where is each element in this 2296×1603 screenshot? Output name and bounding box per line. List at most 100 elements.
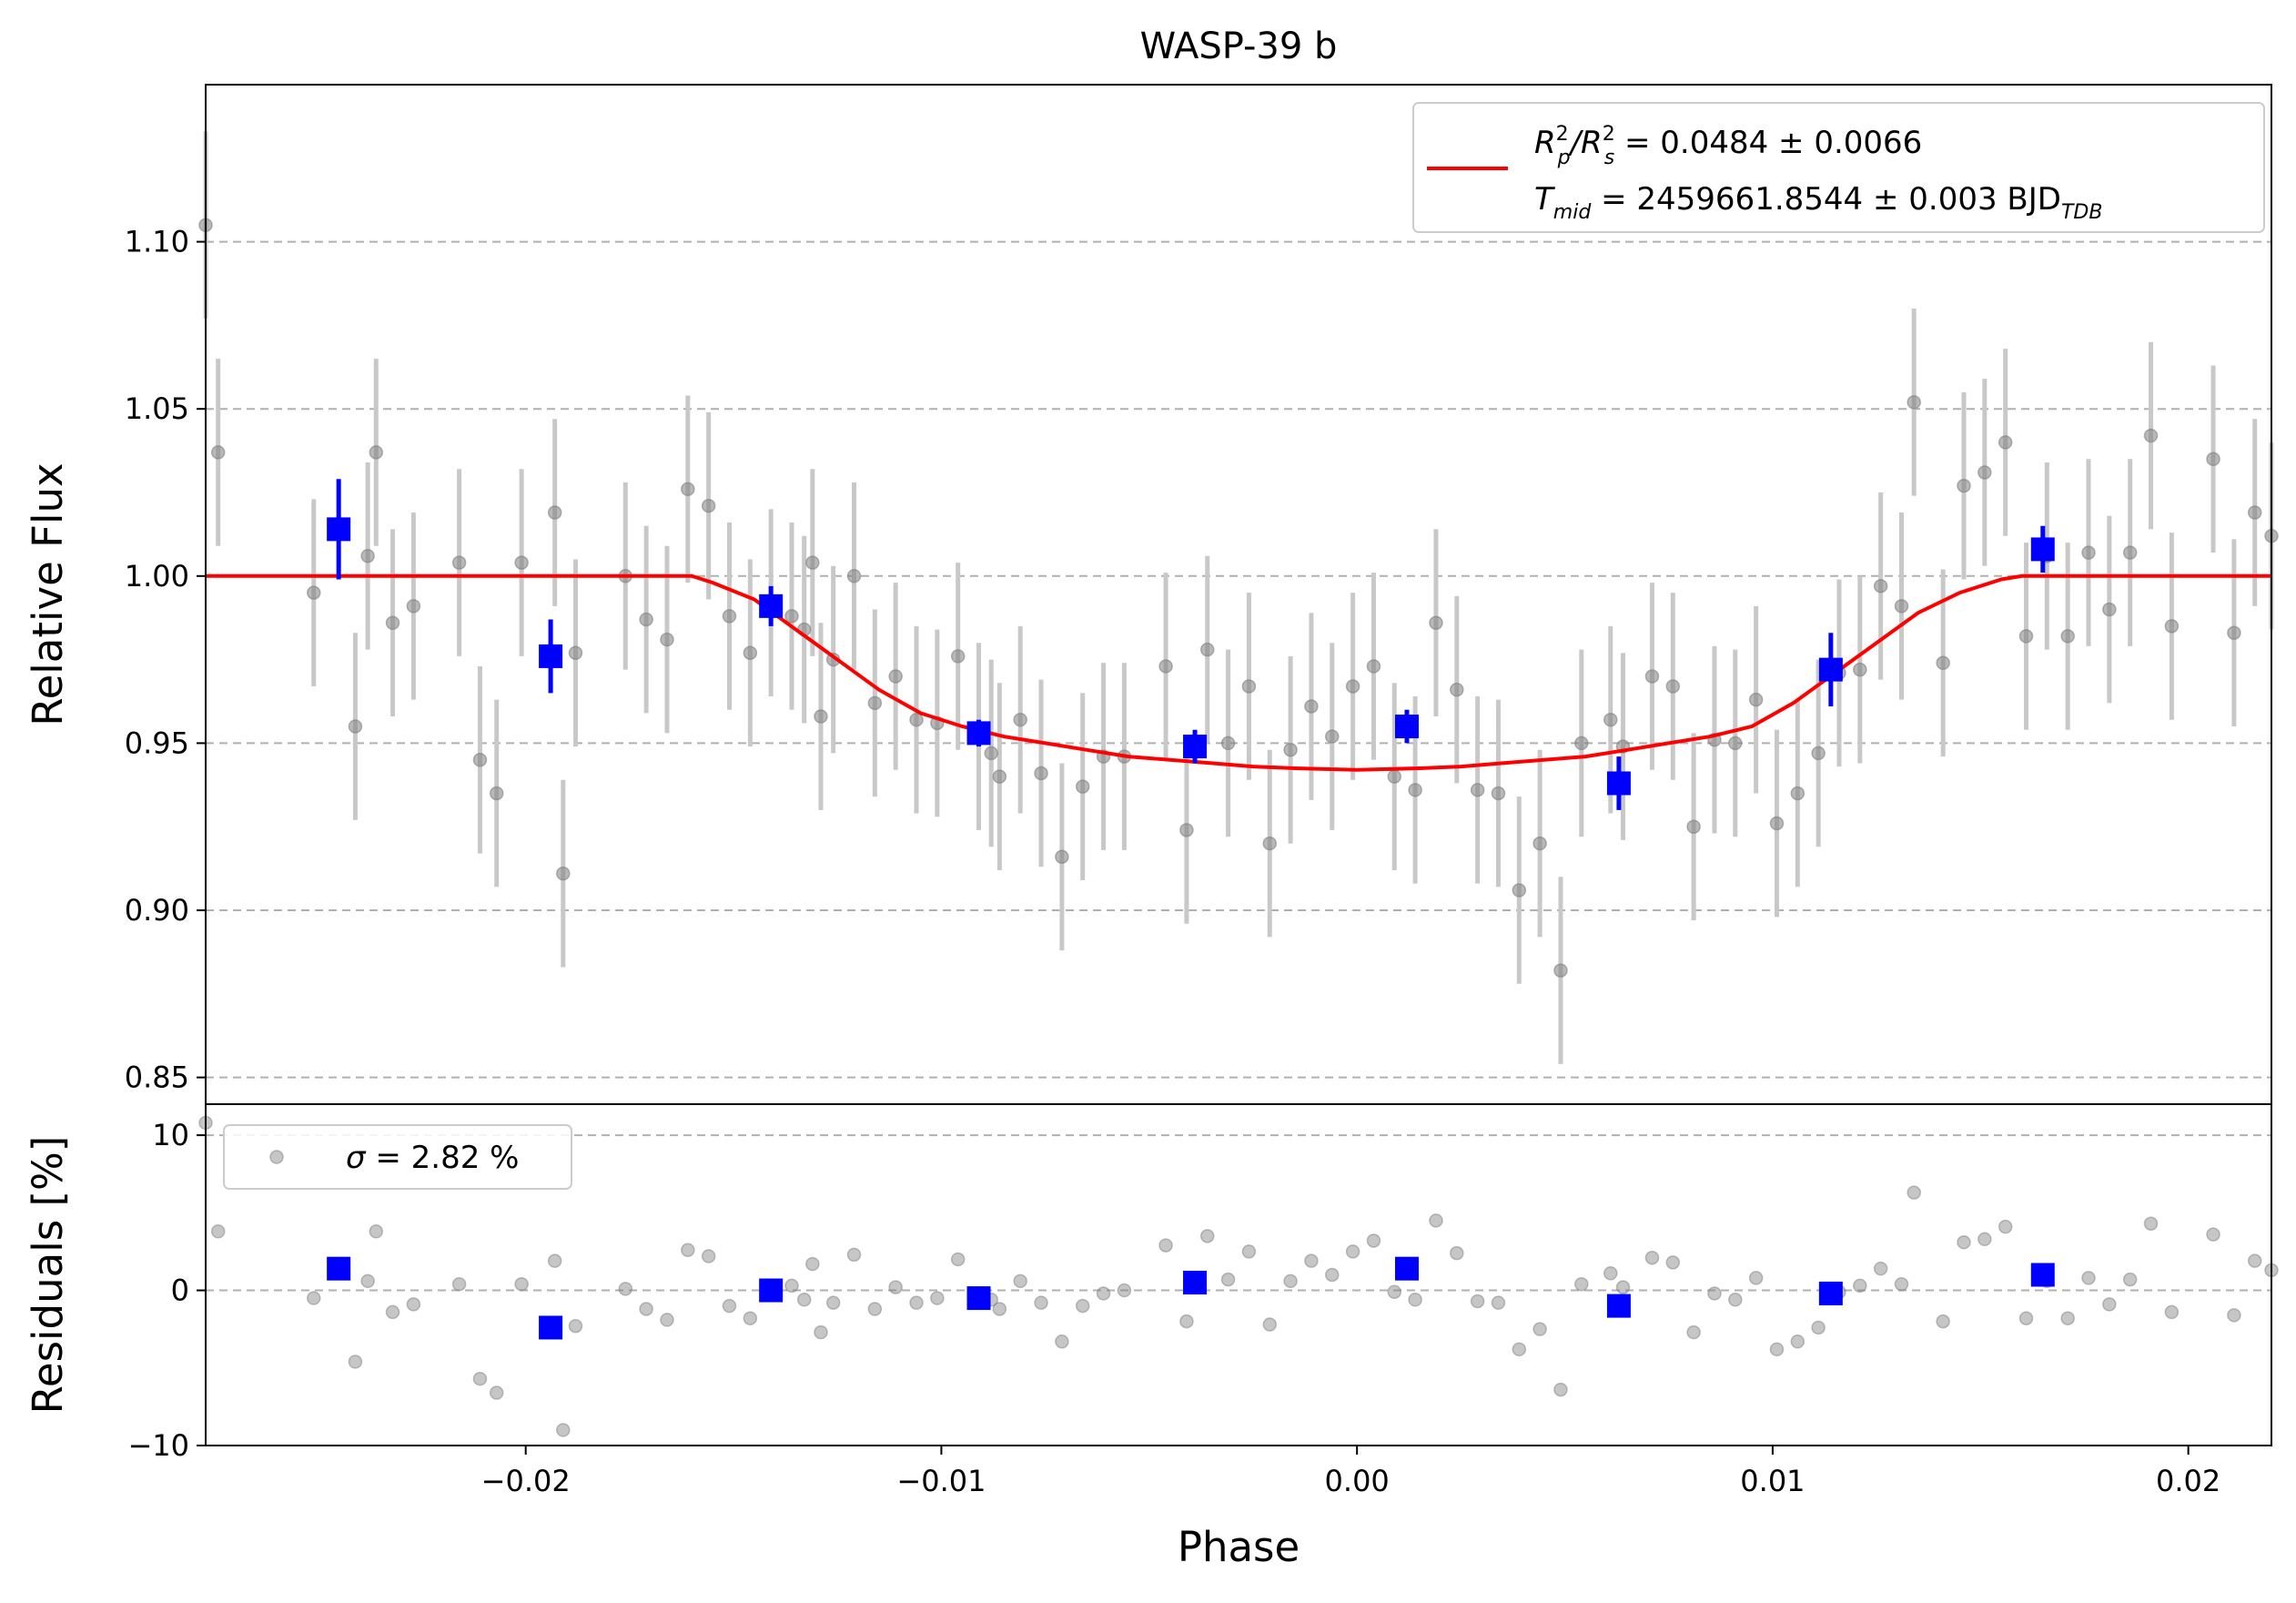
legend-residual-marker xyxy=(269,1150,284,1164)
flux-raw-point xyxy=(1199,642,1215,657)
residual-raw-point xyxy=(867,1302,883,1316)
residual-raw-point xyxy=(1574,1276,1589,1292)
flux-raw-point xyxy=(867,695,883,711)
residual-raw-point xyxy=(2206,1227,2220,1242)
residual-raw-point xyxy=(1728,1293,1743,1307)
residual-raw-point xyxy=(2164,1304,2180,1320)
residual-raw-point xyxy=(2081,1271,2096,1285)
residual-raw-point xyxy=(1512,1342,1527,1357)
residual-raw-point xyxy=(1075,1298,1090,1314)
residual-raw-point xyxy=(618,1282,633,1296)
residual-raw-point xyxy=(1179,1314,1194,1329)
flux-raw-point xyxy=(1387,769,1402,784)
residual-raw-point xyxy=(1096,1286,1111,1301)
flux-raw-point xyxy=(1408,783,1422,797)
flux-raw-point xyxy=(568,645,583,661)
residual-binned-point xyxy=(966,1286,991,1311)
x-tick-label: 0.02 xyxy=(2156,1464,2220,1498)
legend-rp-sup: 2 xyxy=(1556,123,1569,146)
residuals-panel: −10 0 10 −0.02 −0.01 0.00 0.01 0.02 Residuals … xyxy=(24,1103,2279,1571)
flux-raw-point xyxy=(1769,816,1785,831)
flux-raw-point xyxy=(2247,505,2262,520)
flux-raw-point xyxy=(556,866,571,881)
x-tick-label: 0.00 xyxy=(1325,1464,1390,1498)
residual-raw-point xyxy=(2143,1216,2159,1231)
x-axis-label: Phase xyxy=(1178,1523,1300,1571)
flux-raw-point xyxy=(743,645,758,661)
flux-raw-point xyxy=(472,753,488,767)
legend-sigma-value: = 2.82 % xyxy=(366,1140,520,1176)
legend-tmid-value: = 2459661.8544 ± 0.003 BJD xyxy=(1591,181,2061,218)
flux-raw-point xyxy=(660,632,674,647)
flux-binned-point xyxy=(539,644,563,668)
flux-raw-point xyxy=(1055,849,1069,865)
flux-raw-point xyxy=(1491,786,1506,801)
flux-raw-point xyxy=(1158,659,1173,674)
residual-raw-point xyxy=(489,1385,504,1400)
residual-raw-point xyxy=(1615,1280,1631,1294)
residual-raw-point xyxy=(1873,1261,1888,1276)
flux-raw-point xyxy=(1603,712,1618,727)
flux-raw-point xyxy=(814,709,828,724)
legend-sigma: σ = 2.82 % xyxy=(346,1140,519,1176)
chart-title: WASP-39 b xyxy=(1140,25,1338,67)
flux-raw-points xyxy=(198,218,2279,978)
flux-raw-point xyxy=(547,505,562,520)
residual-raw-point xyxy=(547,1253,562,1268)
residual-raw-point xyxy=(681,1243,695,1257)
legend-rs-sup: 2 xyxy=(1603,123,1615,146)
flux-legend-box xyxy=(1412,102,2265,233)
flux-raw-point xyxy=(1686,819,1701,834)
legend-depth-value: = 0.0484 ± 0.0066 xyxy=(1614,125,1922,161)
flux-raw-point xyxy=(1304,699,1319,714)
residual-raw-point xyxy=(1603,1266,1618,1281)
flux-raw-point xyxy=(639,612,653,627)
residual-raw-point xyxy=(369,1224,384,1239)
flux-raw-point xyxy=(307,585,321,600)
residual-raw-point xyxy=(1158,1238,1173,1253)
flux-raw-point xyxy=(1470,783,1485,797)
flux-raw-point xyxy=(992,769,1007,784)
residual-raw-point xyxy=(2060,1311,2075,1325)
residual-raw-point xyxy=(2247,1253,2262,1268)
flux-raw-point xyxy=(805,555,820,570)
transit-model-line xyxy=(206,573,2271,772)
residuals-binned-points xyxy=(327,1256,2055,1340)
flux-raw-point xyxy=(1179,823,1194,837)
residual-raw-point xyxy=(1408,1293,1422,1307)
residual-raw-point xyxy=(2018,1311,2034,1325)
flux-raw-point xyxy=(2206,451,2220,467)
flux-y-ticks: 0.85 0.90 0.95 1.00 1.05 1.10 xyxy=(125,225,206,1095)
residuals-y-axis-label: Residuals [%] xyxy=(24,1136,72,1415)
flux-raw-point xyxy=(2164,619,2180,634)
flux-raw-point xyxy=(950,649,966,664)
residual-raw-point xyxy=(307,1291,321,1305)
residual-raw-point xyxy=(1686,1324,1701,1340)
flux-binned-point xyxy=(1606,771,1631,796)
flux-raw-point xyxy=(722,609,737,624)
flux-raw-point xyxy=(451,555,467,570)
flux-binned-point xyxy=(327,517,351,542)
residual-raw-point xyxy=(1491,1295,1506,1310)
flux-raw-point xyxy=(2081,545,2096,560)
flux-raw-point xyxy=(1873,579,1888,594)
residual-raw-point xyxy=(743,1311,758,1325)
flux-raw-point xyxy=(2122,545,2138,560)
flux-raw-point xyxy=(1034,766,1048,781)
flux-raw-point xyxy=(360,549,375,563)
residual-raw-point xyxy=(1366,1233,1381,1248)
legend-sigma-symbol: σ xyxy=(346,1140,367,1176)
residual-binned-point xyxy=(2030,1263,2055,1287)
residual-raw-point xyxy=(1811,1320,1826,1335)
legend-t-symbol: T xyxy=(1534,181,1555,218)
residual-raw-point xyxy=(1907,1185,1921,1200)
flux-raw-point xyxy=(1075,779,1090,794)
residual-binned-point xyxy=(539,1315,563,1340)
residual-raw-point xyxy=(888,1280,903,1294)
flux-panel: 0.85 0.90 0.95 1.00 1.05 1.10 Relative Flux R… xyxy=(24,84,2279,1105)
flux-legend: R2 p/R2 s = 0.0484 ± 0.0066 Tmid = 2459661… xyxy=(1412,102,2265,233)
residual-raw-point xyxy=(796,1293,812,1307)
legend-rs-sub: s xyxy=(1604,147,1614,169)
flux-raw-point xyxy=(1325,729,1340,744)
